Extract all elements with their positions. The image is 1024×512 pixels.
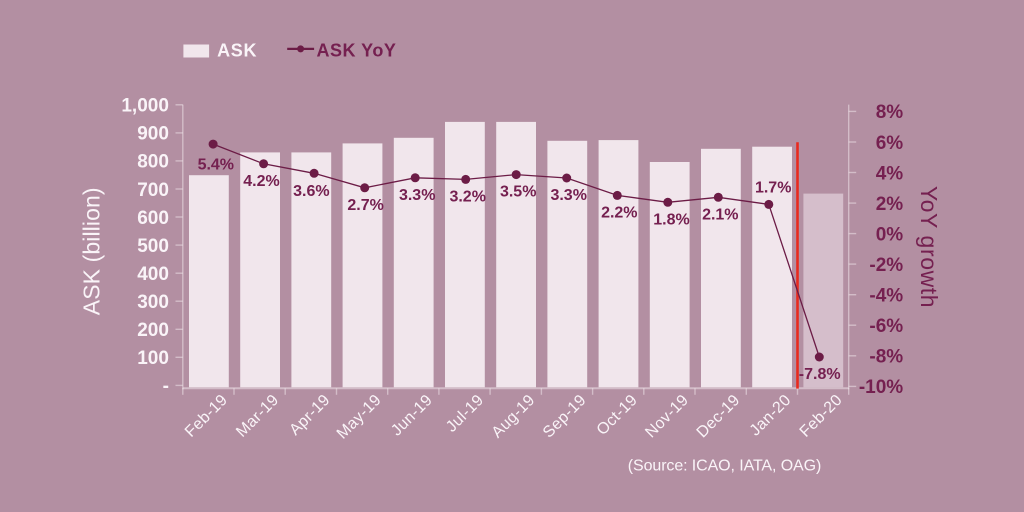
svg-text:2%: 2% xyxy=(876,194,904,215)
svg-text:6%: 6% xyxy=(876,133,904,154)
svg-text:-2%: -2% xyxy=(869,255,903,276)
svg-text:-6%: -6% xyxy=(869,316,903,337)
svg-text:2.2%: 2.2% xyxy=(601,205,637,222)
svg-text:300: 300 xyxy=(137,292,169,313)
svg-text:(Source: ICAO, IATA, OAG): (Source: ICAO, IATA, OAG) xyxy=(628,458,821,475)
svg-text:ASK (billion): ASK (billion) xyxy=(79,187,105,315)
svg-text:700: 700 xyxy=(137,180,169,201)
svg-text:-7.8%: -7.8% xyxy=(799,366,841,383)
svg-text:-: - xyxy=(163,376,169,397)
svg-text:8%: 8% xyxy=(876,102,904,123)
svg-text:3.3%: 3.3% xyxy=(550,187,586,204)
svg-text:ASK: ASK xyxy=(217,41,257,61)
svg-text:5.4%: 5.4% xyxy=(198,157,234,174)
svg-text:600: 600 xyxy=(137,208,169,229)
svg-text:400: 400 xyxy=(137,264,169,285)
svg-text:1,000: 1,000 xyxy=(121,96,169,117)
svg-text:2.7%: 2.7% xyxy=(347,197,383,214)
svg-text:1.7%: 1.7% xyxy=(755,179,791,196)
svg-text:ASK YoY: ASK YoY xyxy=(317,41,397,61)
svg-text:-8%: -8% xyxy=(869,347,903,368)
svg-text:3.2%: 3.2% xyxy=(449,189,485,206)
svg-text:3.6%: 3.6% xyxy=(293,183,329,200)
svg-text:900: 900 xyxy=(137,124,169,145)
svg-text:800: 800 xyxy=(137,152,169,173)
svg-text:2.1%: 2.1% xyxy=(702,206,738,223)
svg-text:3.5%: 3.5% xyxy=(500,184,536,201)
svg-text:200: 200 xyxy=(137,320,169,341)
svg-text:100: 100 xyxy=(137,348,169,369)
svg-text:YoY growth: YoY growth xyxy=(916,186,942,308)
svg-text:1.8%: 1.8% xyxy=(653,211,689,228)
svg-text:0%: 0% xyxy=(876,224,904,245)
svg-text:4%: 4% xyxy=(876,163,904,184)
svg-text:-4%: -4% xyxy=(869,286,903,307)
svg-text:3.3%: 3.3% xyxy=(399,187,435,204)
svg-text:500: 500 xyxy=(137,236,169,257)
svg-text:4.2%: 4.2% xyxy=(243,173,279,190)
svg-text:-10%: -10% xyxy=(859,377,903,398)
